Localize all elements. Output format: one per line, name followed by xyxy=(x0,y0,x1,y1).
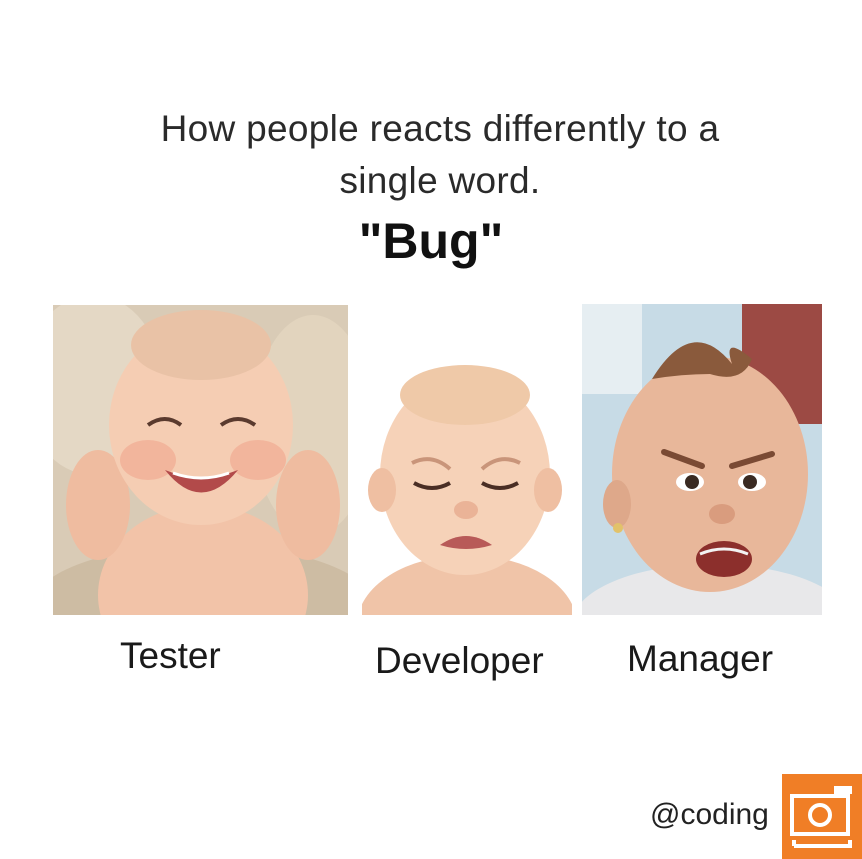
developer-photo xyxy=(362,345,572,615)
headline-line-2: single word. xyxy=(339,160,541,201)
headline-line-1: How people reacts differently to a xyxy=(160,108,720,149)
camera-icon xyxy=(790,786,852,848)
caption-developer: Developer xyxy=(375,640,544,681)
tester-photo xyxy=(53,305,348,615)
headline: How people reacts differently to a singl… xyxy=(60,103,820,207)
manager-photo xyxy=(582,304,822,615)
brand-badge xyxy=(782,774,862,859)
caption-manager: Manager xyxy=(627,638,774,679)
account-handle: @coding xyxy=(650,798,769,831)
keyword-bug: "Bug" xyxy=(358,213,504,269)
caption-tester: Tester xyxy=(120,635,221,676)
